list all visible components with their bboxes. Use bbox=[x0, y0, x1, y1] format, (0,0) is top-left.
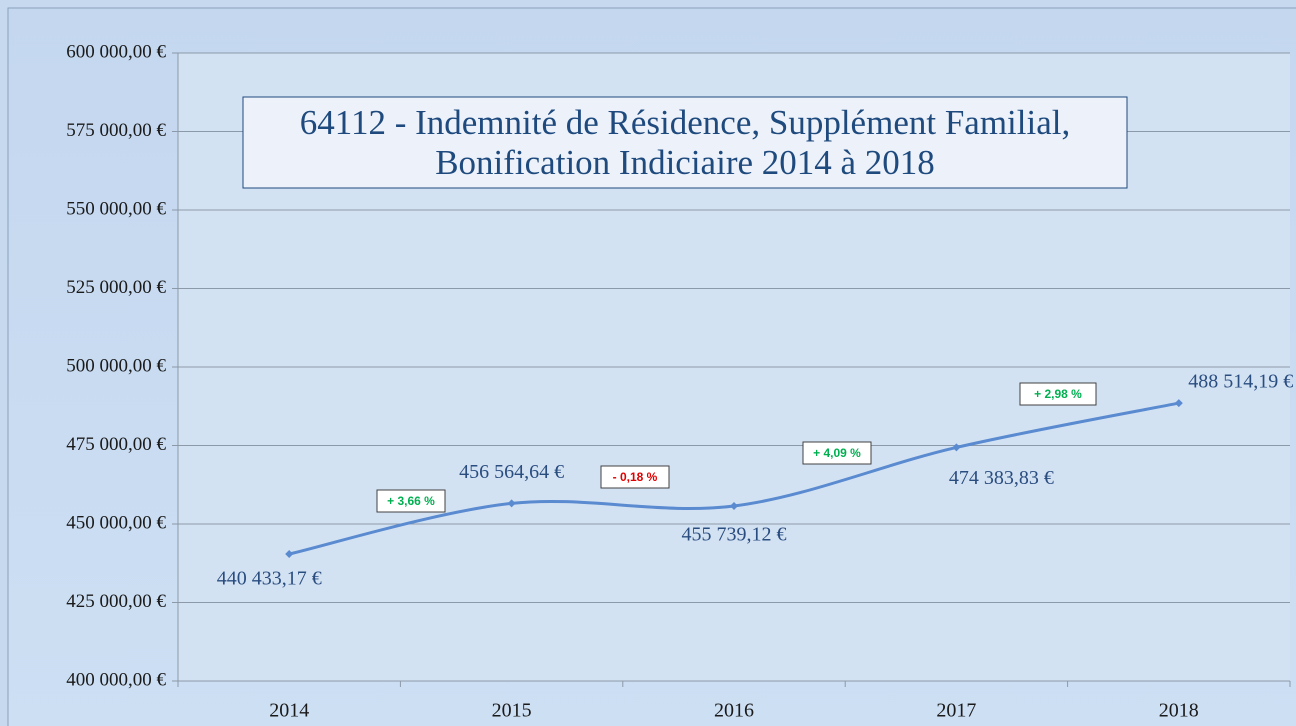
y-tick-label: 475 000,00 € bbox=[66, 434, 166, 455]
point bbox=[507, 499, 516, 508]
annotation: + 3,66 % bbox=[387, 494, 435, 508]
data-label: 488 514,19 € bbox=[1188, 371, 1293, 393]
chart-title: 64112 - Indemnité de Résidence, Suppléme… bbox=[300, 103, 1070, 142]
y-tick-label: 600 000,00 € bbox=[66, 41, 166, 62]
annotation: + 2,98 % bbox=[1034, 387, 1082, 401]
x-tick-label: 2014 bbox=[269, 700, 309, 722]
y-tick-label: 550 000,00 € bbox=[66, 198, 166, 219]
data-label: 456 564,64 € bbox=[459, 461, 564, 483]
y-tick-label: 525 000,00 € bbox=[66, 277, 166, 298]
annotation: + 4,09 % bbox=[813, 446, 861, 460]
annotation-box bbox=[802, 441, 872, 465]
title-box bbox=[242, 96, 1128, 189]
x-tick-label: 2018 bbox=[1159, 700, 1199, 722]
y-tick-label: 425 000,00 € bbox=[66, 591, 166, 612]
y-tick-label: 400 000,00 € bbox=[66, 669, 166, 690]
annotation-box bbox=[376, 489, 446, 513]
annotation: - 0,18 % bbox=[613, 470, 658, 484]
x-tick-label: 2017 bbox=[936, 700, 976, 722]
y-tick-label: 450 000,00 € bbox=[66, 512, 166, 533]
point bbox=[285, 550, 294, 559]
data-label: 474 383,83 € bbox=[949, 467, 1054, 489]
annotation-box bbox=[1019, 382, 1097, 406]
y-tick-label: 500 000,00 € bbox=[66, 355, 166, 376]
point bbox=[1174, 399, 1183, 408]
point bbox=[952, 443, 961, 452]
x-tick-label: 2016 bbox=[714, 700, 754, 722]
x-tick-label: 2015 bbox=[492, 700, 532, 722]
data-label: 455 739,12 € bbox=[682, 524, 787, 546]
y-tick-label: 575 000,00 € bbox=[66, 120, 166, 141]
data-label: 440 433,17 € bbox=[217, 568, 322, 590]
point bbox=[730, 501, 738, 510]
annotation-box bbox=[600, 465, 670, 489]
chart-title: Bonification Indiciaire 2014 à 2018 bbox=[435, 143, 935, 182]
